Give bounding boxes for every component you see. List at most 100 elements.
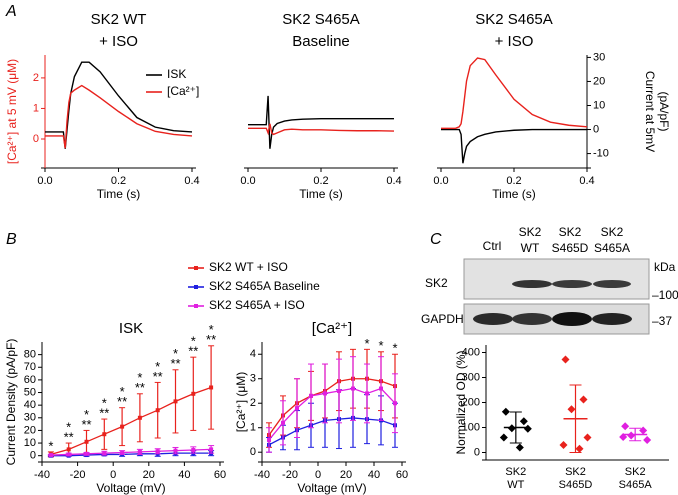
lane-label: S465A <box>594 241 630 255</box>
series-line <box>268 417 396 446</box>
x-tick-label: 0.0 <box>433 175 448 187</box>
y2-tick-label: 30 <box>593 51 605 63</box>
series-line <box>268 387 396 441</box>
legend-label: SK2 S465A + ISO <box>209 298 305 312</box>
x-tick-label: 40 <box>178 469 190 481</box>
marker <box>155 408 160 413</box>
marker <box>295 406 299 411</box>
marker <box>120 424 125 429</box>
x-tick-label: SK2 <box>565 466 586 478</box>
marker <box>323 391 327 396</box>
trace <box>248 123 395 136</box>
lane-label: SK2 <box>559 225 582 239</box>
x-tick-label: 40 <box>368 469 380 481</box>
x-axis-label: Time (s) <box>492 187 536 201</box>
significance: ** <box>81 417 91 432</box>
y-axis-label: [Ca²⁺] (μM) <box>234 372 248 433</box>
y-axis-label: Current Density (pA/pF) <box>4 339 18 466</box>
marker <box>267 437 271 442</box>
x-tick-label: 60 <box>396 469 408 481</box>
data-point <box>519 417 528 426</box>
x-axis-label: Voltage (mV) <box>297 481 366 495</box>
panel-letter: A <box>5 3 17 20</box>
x-tick-label: 20 <box>143 469 155 481</box>
marker <box>393 401 397 406</box>
x-tick-label: 60 <box>214 469 226 481</box>
y-tick-label: 300 <box>462 371 480 383</box>
x-tick-label: -40 <box>254 469 270 481</box>
significance: ** <box>135 380 145 395</box>
significance: ** <box>170 356 180 371</box>
legend-label: SK2 WT + ISO <box>209 260 288 274</box>
chart-title: [Ca²⁺] <box>312 320 352 337</box>
trace <box>248 95 394 149</box>
chart-title: Baseline <box>292 33 350 50</box>
y2-tick-label: -10 <box>593 147 609 159</box>
y-tick-label: 0 <box>250 446 256 458</box>
marker <box>281 420 285 425</box>
significance: ** <box>153 369 163 384</box>
marker-label: –100 <box>652 288 678 302</box>
marker <box>155 449 160 454</box>
marker <box>66 452 71 457</box>
series-line <box>50 452 212 457</box>
x-tick-label: S465D <box>559 479 593 491</box>
x-tick-label: 0.2 <box>111 175 126 187</box>
data-point <box>501 407 510 416</box>
y-tick-label: 100 <box>462 421 480 433</box>
data-point <box>559 441 568 449</box>
lane-label: SK2 <box>519 225 542 239</box>
data-point <box>507 424 516 433</box>
legend-swatch <box>194 285 198 289</box>
x-tick-label: -40 <box>34 469 50 481</box>
data-point <box>643 436 652 444</box>
series-line <box>268 378 396 436</box>
trace <box>441 128 587 164</box>
y-tick-label: 40 <box>24 399 36 411</box>
chart-title: SK2 S465A <box>475 11 553 28</box>
blot-membrane <box>463 258 650 300</box>
blot-band <box>512 280 552 288</box>
x-tick-label: 0.4 <box>184 175 199 187</box>
blot-band <box>552 312 592 326</box>
significance: * <box>84 407 89 422</box>
data-point <box>561 355 570 364</box>
x-tick-label: 20 <box>340 469 352 481</box>
significance: * <box>120 384 125 399</box>
data-point <box>523 424 532 433</box>
marker <box>137 449 142 454</box>
x-tick-label: SK2 <box>505 466 526 478</box>
legend-label: [Ca²⁺] <box>167 84 199 98</box>
marker <box>309 393 313 398</box>
y-tick-label: 10 <box>24 437 36 449</box>
marker <box>66 447 71 452</box>
significance: * <box>137 370 142 385</box>
legend-label: ISK <box>167 67 186 81</box>
marker <box>173 399 178 404</box>
chart-title: + ISO <box>99 33 138 50</box>
significance: * <box>102 395 107 410</box>
significance: * <box>378 338 383 353</box>
y-tick-label: 200 <box>462 396 480 408</box>
x-tick-label: 0 <box>315 469 321 481</box>
chart-title: SK2 S465A <box>282 11 360 28</box>
x-tick-label: -20 <box>70 469 86 481</box>
blot-band <box>552 280 592 288</box>
lane-label: SK2 <box>601 225 624 239</box>
x-tick-label: 0.4 <box>386 175 401 187</box>
lane-label: Ctrl <box>483 239 502 253</box>
significance: * <box>364 336 369 351</box>
significance: ** <box>188 344 198 359</box>
marker <box>84 439 89 444</box>
x-tick-label: 0.2 <box>506 175 521 187</box>
data-point <box>627 431 636 440</box>
significance: * <box>191 334 196 349</box>
marker <box>48 453 53 458</box>
significance: * <box>173 346 178 361</box>
data-point <box>639 426 648 435</box>
marker <box>84 451 89 456</box>
significance: * <box>392 341 397 356</box>
legend-swatch <box>194 304 198 308</box>
lane-label: S465D <box>552 241 589 255</box>
